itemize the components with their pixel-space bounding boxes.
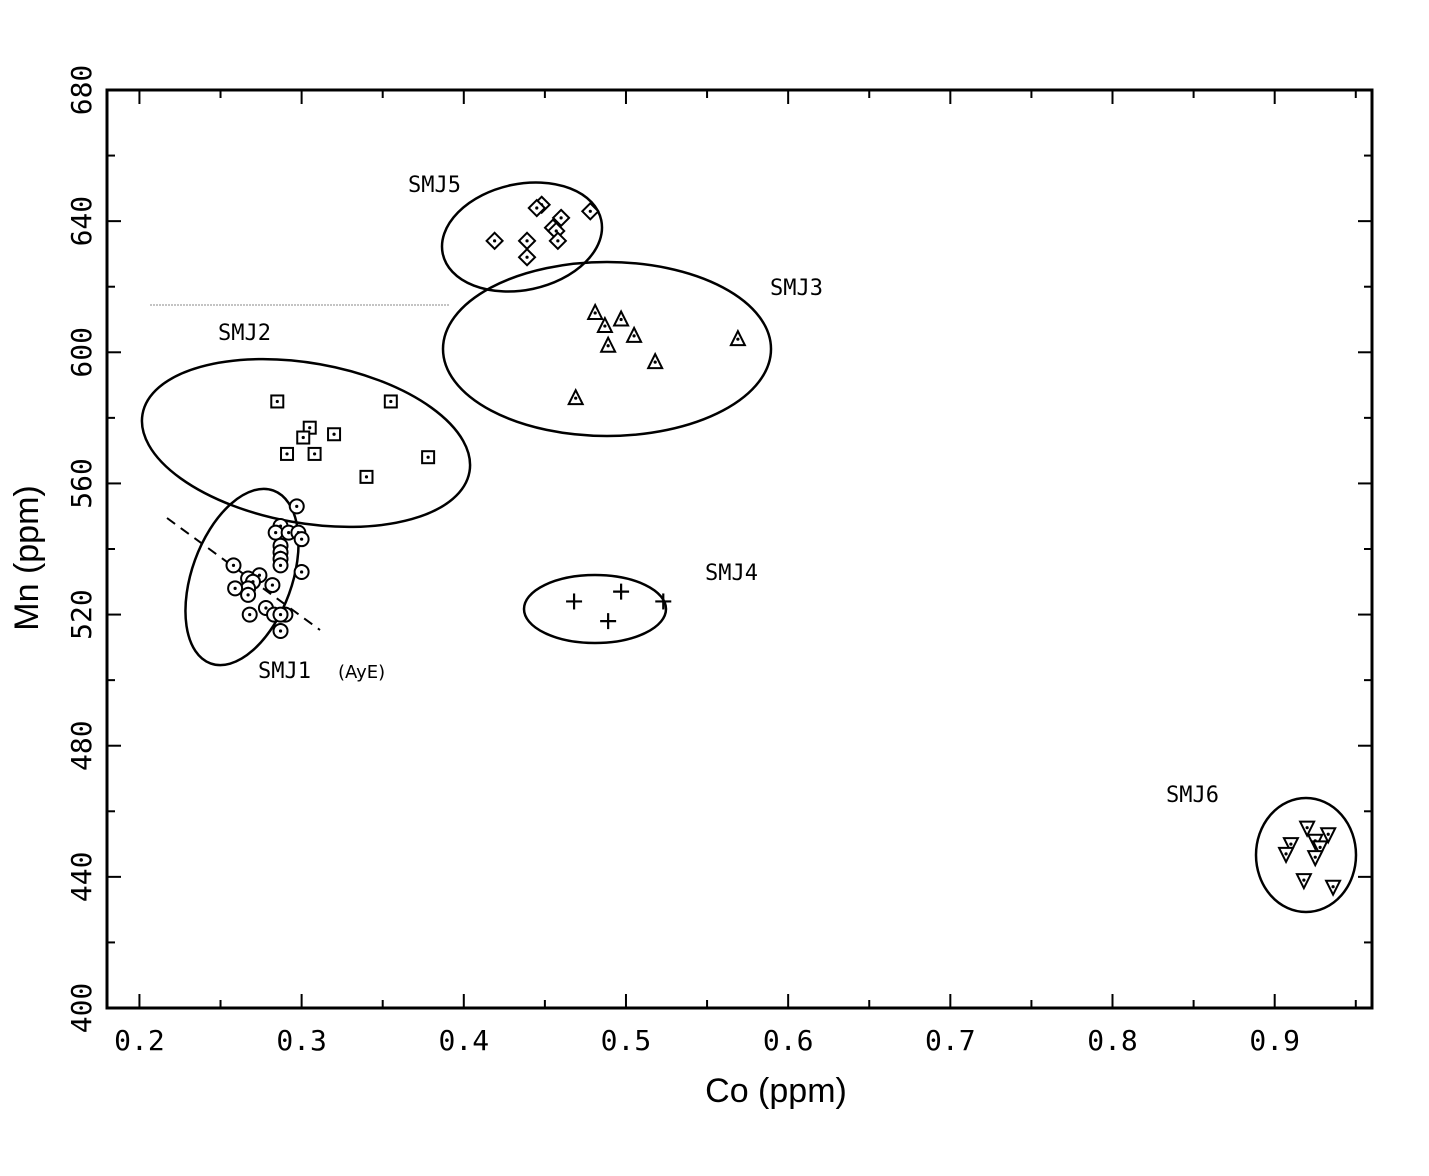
smj1-point [293,531,310,548]
smj6-point [1311,840,1329,858]
smj5-ellipse [440,181,604,293]
smj4-point [655,593,672,610]
smj1-point [225,557,242,574]
smj5-point [517,231,537,251]
smj2-point [383,394,398,409]
smj3-point [596,315,614,334]
x-tick-label: 0.2 [114,1024,165,1057]
axis-tick-labels: 0.2 0.3 0.4 0.5 0.6 0.7 0.8 0.9 400 440 480 520 560 6… [65,65,1300,1057]
smj6-point [1324,879,1342,897]
x-axis-title: Co (ppm) [705,1072,847,1110]
x-tick-label: 0.8 [1087,1024,1138,1057]
smj1-point [272,557,289,574]
smj4-point [566,593,583,610]
y-tick-label: 400 [65,983,98,1034]
smj5-point [548,231,568,251]
smj3-point [625,325,643,343]
smj6-point [1306,850,1324,868]
smj3-point [567,387,585,406]
smj5-point [551,208,571,228]
smj3-point [586,302,604,320]
smj1-point [264,577,281,594]
smj2-point [421,450,436,465]
smj2-point [270,394,285,409]
smj3-point [646,351,664,370]
smj4-point [613,583,630,600]
smj1-point [240,586,257,603]
x-tick-label: 0.9 [1249,1024,1300,1057]
x-tick-label: 0.6 [763,1024,814,1057]
smj1-point [241,606,258,623]
smj4-point [600,613,617,630]
smj5-point [517,247,537,267]
smj2-point [327,427,342,442]
label-smj1: SMJ1 [258,659,311,684]
smj1-point [227,580,244,597]
y-tick-label: 480 [65,720,98,771]
smj1-point [293,563,310,580]
y-tick-label: 680 [65,65,98,116]
plot-frame [105,88,1374,1010]
smj6-point [1282,837,1300,855]
label-smj6: SMJ6 [1166,783,1219,808]
x-tick-label: 0.3 [276,1024,327,1057]
smj6-point [1319,827,1337,845]
smj6-point [1277,846,1295,865]
smj2-ellipse [140,357,472,529]
smj5-point [485,231,505,251]
smj1-point [267,524,284,541]
smj3-point [612,309,630,327]
smj6-point [1298,820,1316,838]
smj1-point [272,606,289,623]
smj6-point [1295,873,1313,891]
label-smj4: SMJ4 [705,561,758,586]
smj1-point [288,498,305,515]
axis-ticks [107,89,1372,1009]
label-smj3: SMJ3 [770,276,823,301]
x-tick-label: 0.4 [439,1024,490,1057]
smj5-point [580,201,600,221]
y-tick-label: 440 [65,852,98,903]
smj2-point [280,446,295,461]
cluster-ellipses [140,181,1358,914]
x-tick-label: 0.7 [925,1024,976,1057]
smj3-ellipse [441,260,773,438]
y-tick-label: 640 [65,196,98,247]
label-smj2: SMJ2 [218,321,271,346]
smj3-point [729,328,747,347]
x-tick-label: 0.5 [601,1024,652,1057]
smj6-ellipse [1254,796,1358,914]
smj1-point [272,622,289,639]
smj5-point [527,198,547,218]
label-smj1-note: (AyE) [338,662,385,683]
y-tick-label: 520 [65,589,98,640]
y-axis-title: Mn (ppm) [8,485,46,630]
smj3-point [599,335,617,353]
y-tick-label: 600 [65,327,98,378]
smj1-ellipse [184,487,300,667]
y-tick-label: 560 [65,458,98,509]
smj4-ellipse [522,573,668,645]
data-points [225,195,1342,897]
smj2-point [296,430,311,445]
label-smj5: SMJ5 [408,173,461,198]
smj2-point [307,446,322,461]
smj2-point [359,469,374,484]
